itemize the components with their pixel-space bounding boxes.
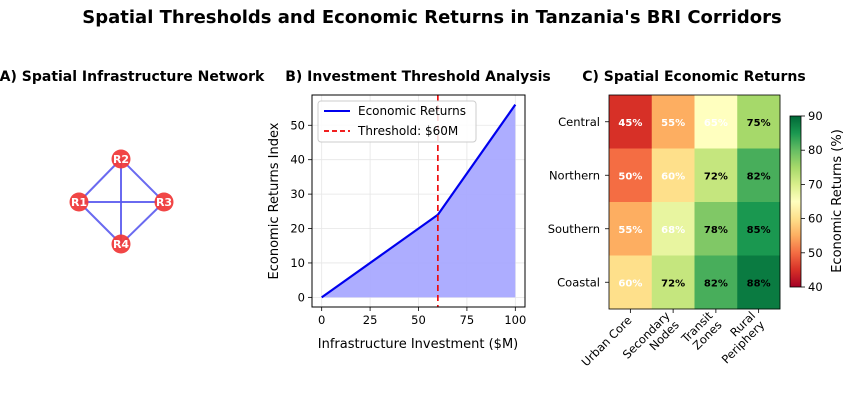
y-tick-label: 0 <box>298 290 305 304</box>
network-node-marker <box>154 192 174 212</box>
network-node-marker <box>111 149 131 169</box>
heatmap-cell <box>609 255 653 310</box>
heatmap-cell <box>609 202 653 256</box>
heatmap-cell-value: 60% <box>618 278 642 289</box>
network-node-r2: R2 <box>111 149 131 169</box>
x-tick-label: 75 <box>460 313 475 327</box>
colorbar-tick-label: 70 <box>808 177 823 191</box>
legend-box <box>317 100 477 143</box>
heatmap-cell <box>694 148 738 203</box>
heatmap-cell <box>651 148 695 203</box>
colorbar-label: Economic Returns (%) <box>830 129 845 273</box>
threshold-chart-title: B) Investment Threshold Analysis <box>285 69 551 85</box>
x-tick-label: 0 <box>318 313 325 327</box>
legend-label-threshold: Threshold: $60M <box>357 124 458 138</box>
heatmap-cell <box>737 202 781 256</box>
network-nodes: R1 R2 R3 R4 <box>69 149 174 254</box>
network-edges <box>78 158 165 245</box>
colorbar-tick-label: 50 <box>808 246 823 260</box>
heatmap-cell-value: 65% <box>704 118 728 129</box>
heatmap-cell <box>694 255 738 310</box>
heatmap-cell-value: 82% <box>747 171 771 182</box>
col-label-line: Urban Core <box>579 313 635 369</box>
row-label: Central <box>558 115 600 129</box>
heatmap-cell-value: 78% <box>704 225 728 236</box>
threshold-chart-panel: B) Investment Threshold Analysis 0 25 50 75… <box>267 69 551 352</box>
heatmap-frame <box>608 94 781 310</box>
heatmap-cell <box>694 202 738 256</box>
x-axis-label: Infrastructure Investment ($M) <box>318 337 518 352</box>
colorbar-ticks: 40 50 60 70 80 90 <box>801 109 823 294</box>
colorbar-tick-label: 90 <box>808 109 823 123</box>
heatmap-cell <box>694 95 738 149</box>
col-label: RuralPeriphery <box>710 308 768 366</box>
network-edge-r3-r4 <box>120 201 165 245</box>
heatmap-panel: C) Spatial Economic Returns 45% 55% 65% 75%… <box>548 69 845 369</box>
heatmap-cell <box>651 202 695 256</box>
heatmap-cell <box>737 95 781 149</box>
heatmap-cell-value: 50% <box>618 171 642 182</box>
heatmap-title: C) Spatial Economic Returns <box>582 69 805 85</box>
heatmap-cell-value: 72% <box>704 171 728 182</box>
network-node-label: R2 <box>113 153 129 166</box>
legend-label-returns: Economic Returns <box>358 104 466 118</box>
network-node-r3: R3 <box>154 192 174 212</box>
heatmap-cell-value: 60% <box>661 171 685 182</box>
threshold-chart-legend: Economic Returns Threshold: $60M <box>317 100 477 143</box>
x-tick-label: 25 <box>363 313 378 327</box>
heatmap-cell-value: 45% <box>618 118 642 129</box>
row-label: Southern <box>548 222 600 236</box>
y-tick-label: 30 <box>290 187 305 201</box>
colorbar-tick-label: 40 <box>808 280 823 294</box>
heatmap-cells: 45% 55% 65% 75% 50% 60% 72% 82% 55% 68% 78% 85% 60% 7… <box>608 94 781 310</box>
colorbar-tick-label: 80 <box>808 143 823 157</box>
colorbar <box>789 115 802 288</box>
network-title: A) Spatial Infrastructure Network <box>0 69 265 85</box>
y-tick-label: 50 <box>290 118 305 132</box>
heatmap-cell-value: 68% <box>661 225 685 236</box>
network-node-marker <box>69 192 89 212</box>
heatmap-cell-value: 88% <box>747 278 771 289</box>
heatmap-cell-value: 72% <box>661 278 685 289</box>
figure-suptitle: Spatial Thresholds and Economic Returns … <box>82 7 781 28</box>
network-edge-r2-r3 <box>120 158 165 203</box>
y-axis-label: Economic Returns Index <box>267 122 282 279</box>
network-edge-r4-r1 <box>78 201 122 245</box>
heatmap-cell <box>609 95 653 149</box>
heatmap-axis-labels: Central Northern Southern Coastal Urban Core… <box>548 115 768 369</box>
network-node-label: R4 <box>113 238 129 251</box>
heatmap-cell <box>737 255 781 310</box>
heatmap-cell <box>651 95 695 149</box>
threshold-chart-ticks: 0 25 50 75 100 0 10 20 30 40 50 <box>290 118 526 327</box>
heatmap-cell-value: 75% <box>747 118 771 129</box>
heatmap-cell-value: 55% <box>661 118 685 129</box>
heatmap-cell-value: 82% <box>704 278 728 289</box>
colorbar-tick-label: 60 <box>808 212 823 226</box>
col-label: TransitZones <box>678 308 725 355</box>
y-tick-label: 20 <box>290 222 305 236</box>
network-edge-r1-r2 <box>78 158 122 203</box>
col-label: Urban Core <box>579 313 635 369</box>
heatmap-cell-value: 85% <box>747 225 771 236</box>
network-node-label: R1 <box>71 196 87 209</box>
x-tick-label: 50 <box>411 313 426 327</box>
network-panel: A) Spatial Infrastructure Network R1 R2 R3… <box>0 69 265 254</box>
heatmap-cell-value: 55% <box>618 225 642 236</box>
y-tick-label: 10 <box>290 256 305 270</box>
network-node-r4: R4 <box>111 234 131 254</box>
heatmap-cell <box>609 148 653 203</box>
heatmap-cell <box>737 148 781 203</box>
network-node-r1: R1 <box>69 192 89 212</box>
row-label: Coastal <box>557 275 600 289</box>
network-node-marker <box>111 234 131 254</box>
returns-series-line <box>321 104 517 299</box>
returns-area-fill <box>321 104 516 298</box>
x-tick-label: 100 <box>504 313 526 327</box>
y-tick-label: 40 <box>290 153 305 167</box>
network-node-label: R3 <box>156 196 172 209</box>
row-label: Northern <box>549 168 600 182</box>
heatmap-cell <box>651 255 695 310</box>
